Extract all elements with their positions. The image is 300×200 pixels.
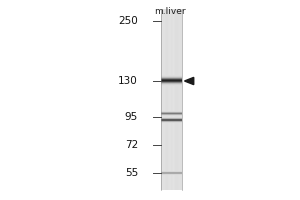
Text: m.liver: m.liver bbox=[154, 7, 185, 16]
Text: 130: 130 bbox=[118, 76, 138, 86]
Text: 72: 72 bbox=[125, 140, 138, 150]
Polygon shape bbox=[184, 77, 194, 85]
Text: 95: 95 bbox=[125, 112, 138, 122]
Text: 55: 55 bbox=[125, 168, 138, 178]
Text: 250: 250 bbox=[118, 16, 138, 26]
